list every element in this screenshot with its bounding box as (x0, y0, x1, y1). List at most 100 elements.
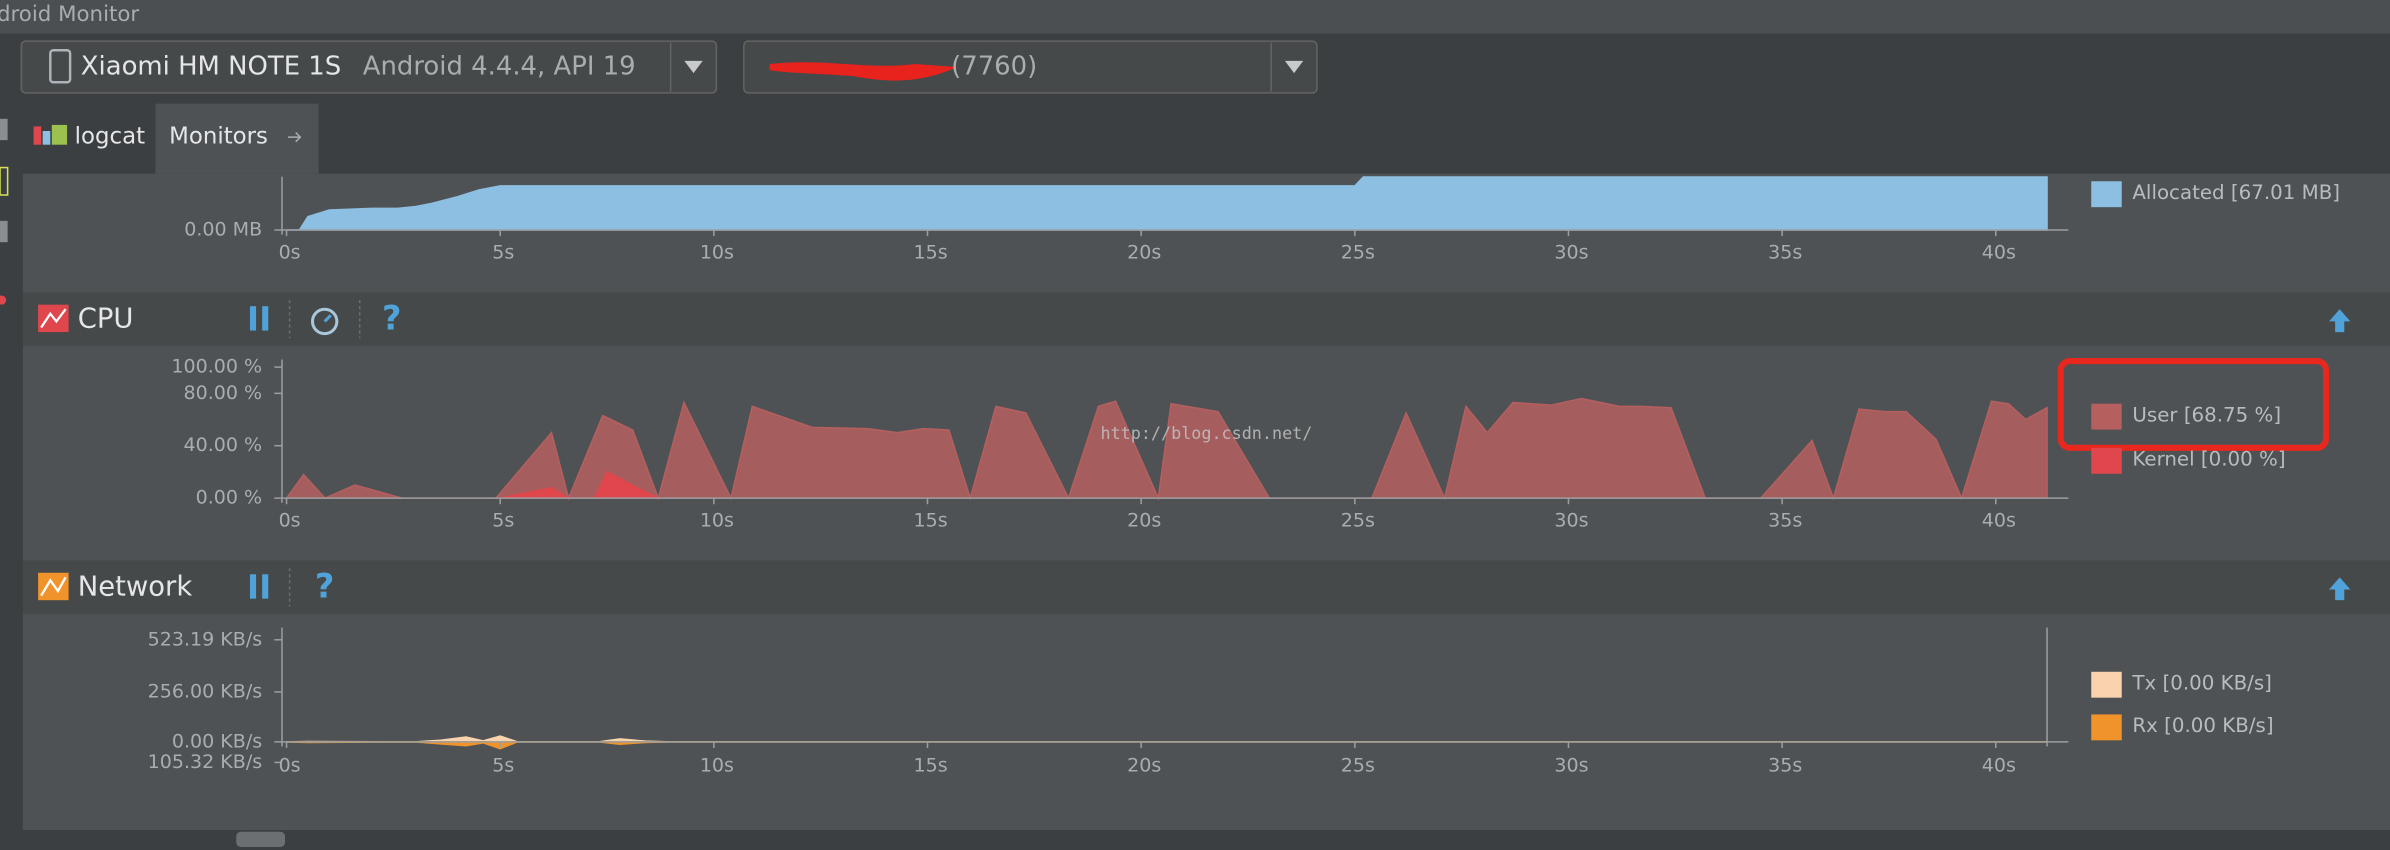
x-tick-label: 10s (700, 755, 734, 777)
legend-swatch (2091, 447, 2122, 474)
redaction (769, 62, 958, 81)
x-tick-label: 25s (1341, 509, 1375, 531)
y-tick-label: 0.00 % (196, 487, 263, 509)
watermark: http://blog.csdn.net/ (1100, 423, 1312, 443)
x-tick-label: 30s (1554, 509, 1588, 531)
pause-bar (262, 306, 269, 331)
device-name: Xiaomi HM NOTE 1S (81, 52, 341, 82)
tab-icon (42, 131, 51, 145)
network-icon-line (40, 576, 67, 597)
tab-bar (22, 103, 2390, 174)
tab-icon (33, 126, 42, 145)
process-id: (7760) (951, 52, 1037, 82)
x-tick-label: 15s (913, 509, 947, 531)
monitors-tab[interactable]: Monitors (155, 103, 319, 174)
sidebar-icon (0, 118, 8, 141)
network-header (22, 560, 2390, 614)
x-tick-label: 0s (279, 241, 301, 263)
x-tick-label: 10s (700, 509, 734, 531)
help-button[interactable]: ? (382, 298, 401, 337)
x-tick-label: 25s (1341, 755, 1375, 777)
pin-icon (288, 131, 302, 143)
logcat-tab[interactable]: logcat (33, 124, 146, 150)
legend-swatch (2091, 671, 2122, 698)
x-tick-label: 15s (913, 755, 947, 777)
sidebar (0, 103, 23, 850)
legend-swatch (2091, 181, 2122, 208)
network-pause-button[interactable] (249, 574, 269, 599)
pause-bar (249, 306, 257, 331)
title-bar (0, 0, 2390, 34)
y-tick-label: 0.00 MB (184, 219, 262, 241)
charts: 0.00 MB 0s 5s 10s 15s 20s 25s 30s 35s 40s 100.00 %… (148, 176, 2069, 777)
dropdown-arrow (684, 60, 703, 74)
x-tick-label: 35s (1768, 241, 1802, 263)
cpu-title: CPU (78, 303, 134, 334)
x-tick-label: 15s (913, 241, 947, 263)
x-tick-label: 20s (1127, 241, 1161, 263)
sidebar-icon (0, 295, 7, 305)
sidebar-icon (0, 220, 8, 243)
y-tick-label: 105.32 KB/s (148, 751, 263, 773)
area-series (500, 470, 659, 499)
legend-label: Rx [0.00 KB/s] (2132, 714, 2273, 737)
network-title: Network (78, 571, 193, 602)
x-tick-label: 5s (492, 755, 514, 777)
phone-icon (49, 49, 72, 84)
tab-label[interactable]: Monitors (169, 124, 268, 150)
y-tick-label: 40.00 % (184, 434, 263, 456)
network-panel (22, 613, 2390, 831)
area-series (285, 397, 2048, 501)
x-tick-label: 25s (1341, 241, 1375, 263)
x-tick-label: 40s (1982, 241, 2016, 263)
legend-label: Allocated [67.01 MB] (2132, 181, 2340, 204)
scroll-area (0, 830, 2390, 850)
y-tick-label: 523.19 KB/s (148, 628, 263, 650)
pause-bar (262, 574, 269, 599)
legend-label: Tx [0.00 KB/s] (2131, 671, 2272, 694)
x-tick-label: 40s (1982, 755, 2016, 777)
x-tick-label: 40s (1982, 509, 2016, 531)
x-tick-label: 0s (279, 755, 301, 777)
timer-hand (323, 314, 332, 323)
y-tick-label: 0.00 KB/s (172, 730, 262, 752)
x-tick-label: 20s (1127, 755, 1161, 777)
area-series (286, 176, 2048, 231)
x-tick-label: 20s (1127, 509, 1161, 531)
collapse-button[interactable] (2329, 577, 2351, 601)
x-tick-label: 10s (700, 241, 734, 263)
help-button[interactable]: ? (315, 566, 334, 605)
x-tick-label: 30s (1554, 755, 1588, 777)
cpu-timer-button[interactable] (310, 307, 339, 336)
x-tick-label: 30s (1554, 241, 1588, 263)
tab-background[interactable] (155, 103, 319, 174)
process-dropdown[interactable]: (7760) (743, 40, 1318, 94)
window-title: droid Monitor (0, 2, 139, 27)
device-detail: Android 4.4.4, API 19 (363, 52, 636, 82)
scrollbar-thumb[interactable] (236, 831, 286, 847)
x-tick-label: 35s (1768, 755, 1802, 777)
x-tick-label: 0s (279, 509, 301, 531)
dropdown-arrow (1284, 60, 1304, 74)
cpu-pause-button[interactable] (249, 306, 269, 331)
device-dropdown[interactable]: Xiaomi HM NOTE 1S Android 4.4.4, API 19 (20, 40, 718, 94)
y-tick-label: 256.00 KB/s (148, 680, 263, 702)
highlight-box (2057, 357, 2330, 451)
sidebar-icon (0, 166, 9, 196)
legend-label: User [68.75 %] (2132, 403, 2281, 426)
y-tick-label: 80.00 % (184, 382, 263, 404)
legend-label: Kernel [0.00 %] (2132, 448, 2285, 471)
tab-label[interactable]: logcat (75, 124, 145, 150)
tab-icon (51, 124, 68, 145)
collapse-button[interactable] (2329, 309, 2351, 333)
y-tick-label: 100.00 % (171, 356, 262, 378)
x-tick-label: 5s (492, 241, 514, 263)
cpu-header (22, 292, 2390, 346)
legend-swatch (2091, 714, 2122, 741)
pause-bar (249, 574, 257, 599)
device-combo[interactable] (20, 40, 718, 94)
cpu-icon-line (40, 308, 67, 329)
timer-icon (310, 307, 339, 336)
